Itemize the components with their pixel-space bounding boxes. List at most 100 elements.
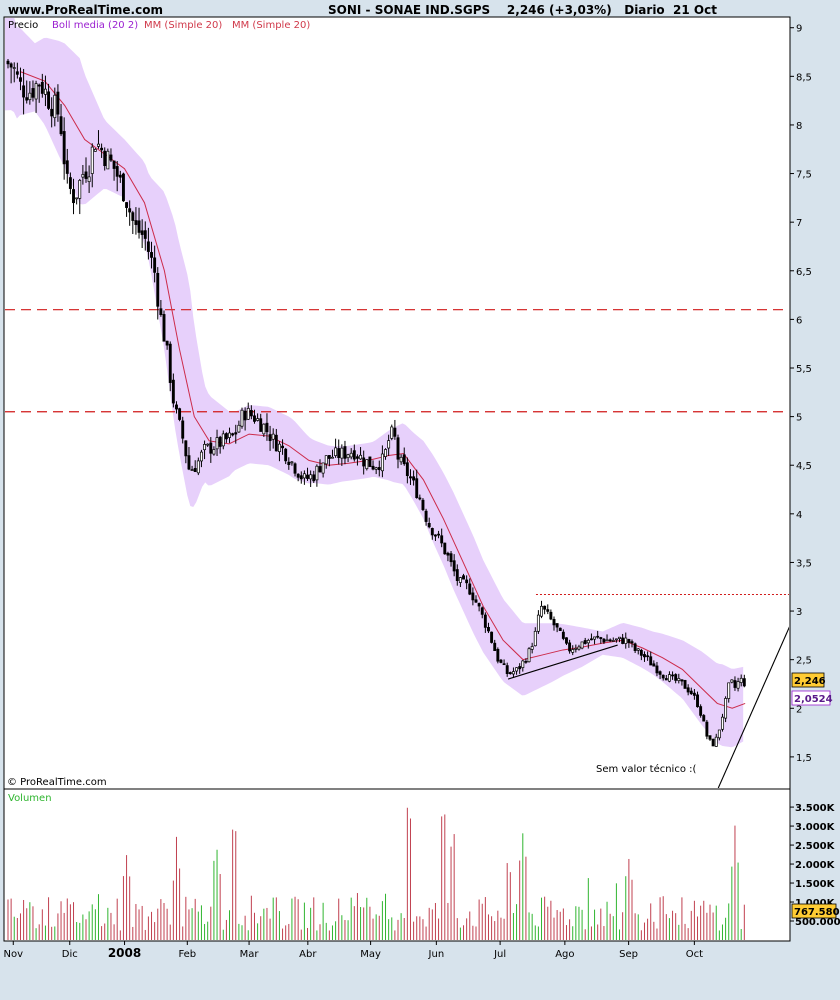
candle xyxy=(293,462,297,477)
x-axis-month-label: Jun xyxy=(428,949,445,960)
candle xyxy=(268,425,272,451)
candle-body xyxy=(115,166,119,177)
candle-body xyxy=(558,627,562,631)
candle-body xyxy=(215,437,219,450)
candle xyxy=(483,612,487,633)
candle-body xyxy=(221,433,225,447)
candle-body xyxy=(571,649,575,653)
candle xyxy=(418,494,422,501)
candle xyxy=(228,427,231,443)
candle-body xyxy=(527,648,531,663)
candle-body xyxy=(717,729,721,739)
candle xyxy=(25,80,29,104)
candle-body xyxy=(93,149,97,152)
candle xyxy=(468,578,472,596)
candle xyxy=(596,630,600,639)
candle xyxy=(618,636,621,643)
candle-body xyxy=(137,220,141,233)
candle-body xyxy=(540,605,543,617)
candle xyxy=(524,658,528,664)
candle-body xyxy=(22,85,26,98)
candle-body xyxy=(505,665,509,674)
x-axis-month-label: Abr xyxy=(299,949,317,960)
candle-body xyxy=(586,639,590,644)
candle-body xyxy=(399,456,403,463)
candle xyxy=(265,413,269,441)
trend-line-2 xyxy=(717,626,789,788)
candle xyxy=(736,677,740,692)
candle-body xyxy=(518,666,522,670)
candle-body xyxy=(677,678,681,681)
candle xyxy=(624,632,628,649)
candle xyxy=(231,432,235,437)
candle xyxy=(405,457,409,484)
candle xyxy=(199,449,203,468)
candle xyxy=(374,466,378,475)
candle-body xyxy=(583,640,587,644)
candle xyxy=(636,648,640,655)
candle xyxy=(146,227,150,260)
candle-body xyxy=(390,426,394,439)
candle xyxy=(574,644,578,653)
candle-body xyxy=(156,272,160,307)
candle-body xyxy=(664,678,668,681)
candle-body xyxy=(533,630,537,647)
site-url[interactable]: www.ProRealTime.com xyxy=(8,3,163,17)
candle xyxy=(193,460,197,473)
candle xyxy=(421,498,425,512)
candle xyxy=(627,638,631,648)
candle xyxy=(209,437,213,463)
candle xyxy=(730,679,734,684)
candle-body xyxy=(72,189,75,204)
candle xyxy=(206,443,210,447)
candle-body xyxy=(739,677,743,683)
price-tick-label: 2 xyxy=(796,704,802,715)
candle xyxy=(327,455,331,467)
candle-body xyxy=(686,687,690,693)
candle xyxy=(75,197,79,205)
candle-body xyxy=(290,461,294,464)
candle xyxy=(253,409,256,424)
candle xyxy=(586,638,590,649)
candle xyxy=(271,428,275,449)
candle-body xyxy=(593,636,597,640)
candle xyxy=(683,679,687,689)
candle xyxy=(577,644,581,651)
candle-body xyxy=(284,448,288,462)
candle-body xyxy=(31,88,35,98)
price-tick-label: 3 xyxy=(796,607,802,618)
candle-body xyxy=(446,552,450,556)
candle xyxy=(343,440,347,465)
candle xyxy=(72,178,75,215)
technical-note: Sem valor técnico :( xyxy=(596,763,697,775)
candle xyxy=(471,587,475,606)
candle xyxy=(349,448,353,460)
price-tick-label: 5,5 xyxy=(796,364,812,375)
candle-body xyxy=(624,637,628,644)
candle xyxy=(508,671,512,675)
candle-body xyxy=(187,455,191,470)
candle xyxy=(181,416,185,444)
price-tick-label: 4,5 xyxy=(796,461,812,472)
candle-body xyxy=(168,343,172,383)
x-axis-month-label: Nov xyxy=(4,949,24,960)
candle-body xyxy=(711,738,715,747)
candle xyxy=(321,462,325,478)
candle-body xyxy=(362,457,366,467)
candle-body xyxy=(415,478,419,499)
candle xyxy=(515,667,519,675)
candle xyxy=(240,407,244,429)
x-axis-month-label: Sep xyxy=(619,949,638,960)
candle xyxy=(649,651,653,666)
candle xyxy=(131,210,135,235)
candle-body xyxy=(599,637,603,640)
candle xyxy=(215,429,219,456)
candle xyxy=(68,172,72,195)
candle xyxy=(518,663,522,674)
ma-value: 2,0524 xyxy=(794,694,833,705)
candle xyxy=(702,714,706,722)
candle-body xyxy=(246,408,250,420)
candle-body xyxy=(490,631,494,643)
candle xyxy=(521,659,525,672)
price-tick-label: 7,5 xyxy=(796,170,812,181)
